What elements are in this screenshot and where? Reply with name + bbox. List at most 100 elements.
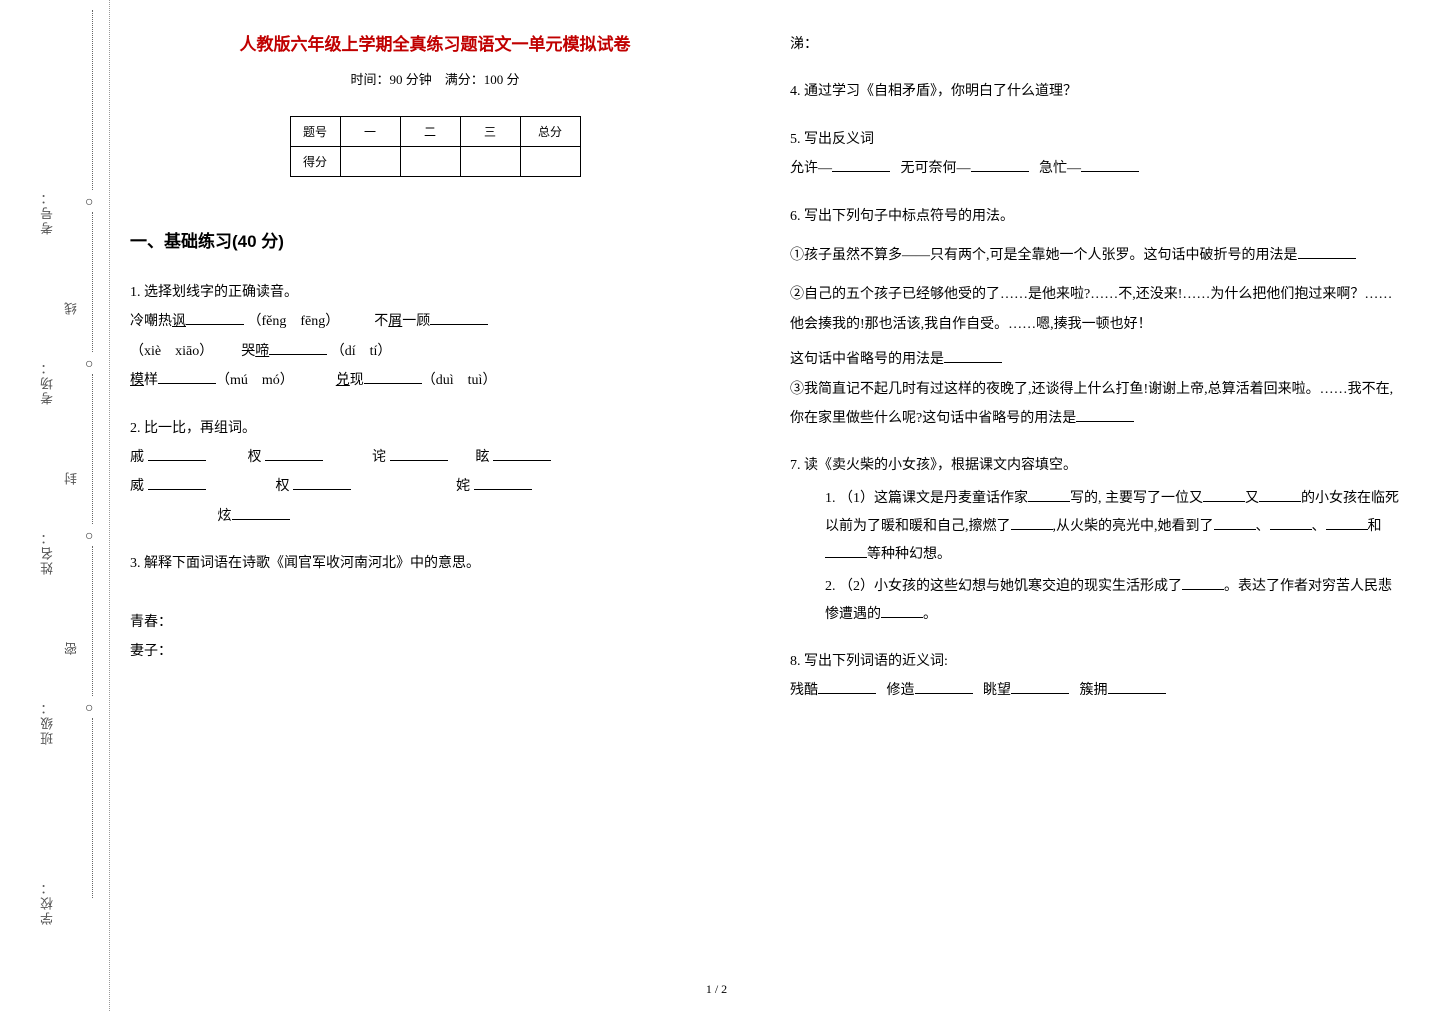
- q-number: 8.: [790, 654, 801, 669]
- table-row: 题号 一 二 三 总分: [290, 117, 580, 147]
- seal-char: 密: [62, 640, 81, 655]
- q7-text: 、: [1256, 519, 1270, 534]
- seal-char: 线: [62, 300, 81, 315]
- q-stem: 写出下列词语的近义词:: [804, 654, 948, 669]
- answer-blank[interactable]: [293, 476, 351, 490]
- answer-blank[interactable]: [232, 506, 290, 520]
- bind-label-num: 考号：: [38, 190, 57, 235]
- answer-blank[interactable]: [1076, 408, 1134, 422]
- q-number: 2.: [130, 421, 141, 436]
- q2-char: 炫: [218, 509, 232, 524]
- score-cell: 得分: [290, 147, 340, 177]
- q-stem: 读《卖火柴的小女孩》，根据课文内容填空。: [804, 458, 1077, 473]
- q1-pinyin: （mú mó）: [216, 373, 294, 388]
- exam-title: 人教版六年级上学期全真练习题语文一单元模拟试卷: [130, 30, 740, 55]
- page-body: 人教版六年级上学期全真练习题语文一单元模拟试卷 时间：90 分钟 满分：100 …: [130, 30, 1410, 723]
- answer-blank[interactable]: [148, 476, 206, 490]
- answer-blank[interactable]: [265, 447, 323, 461]
- q8-item: 眺望: [983, 683, 1011, 698]
- score-cell: [340, 147, 400, 177]
- question-7: 7. 读《卖火柴的小女孩》，根据课文内容填空。 1. （1）这篇课文是丹麦童话作…: [790, 451, 1400, 628]
- q7-item-1: 1. （1）这篇课文是丹麦童话作家写的, 主要写了一位又又的小女孩在临死以前为了…: [825, 485, 1400, 569]
- left-column: 人教版六年级上学期全真练习题语文一单元模拟试卷 时间：90 分钟 满分：100 …: [130, 30, 740, 723]
- answer-blank[interactable]: [390, 447, 448, 461]
- score-table: 题号 一 二 三 总分 得分: [290, 116, 581, 177]
- q6-text: 这句话中省略号的用法是: [790, 352, 944, 367]
- section-title: 一、基础练习(40 分): [130, 227, 740, 252]
- answer-blank[interactable]: [825, 544, 867, 558]
- q-text: 通过学习《自相矛盾》，你明白了什么道理？: [804, 84, 1077, 99]
- question-2: 2. 比一比，再组词。 戚 杈 诧 眩 威 权 姹: [130, 414, 740, 532]
- q1-text: 一顾: [402, 314, 430, 329]
- answer-blank[interactable]: [1270, 516, 1312, 530]
- answer-blank[interactable]: [186, 311, 244, 325]
- q1-underlined: 兑: [336, 373, 350, 388]
- answer-blank[interactable]: [474, 476, 532, 490]
- q3-item: 妻子：: [130, 644, 172, 659]
- q2-char: 权: [276, 479, 290, 494]
- answer-blank[interactable]: [1298, 245, 1356, 259]
- q1-underlined: 啼: [255, 344, 269, 359]
- answer-blank[interactable]: [269, 341, 327, 355]
- answer-blank[interactable]: [1081, 158, 1139, 172]
- answer-blank[interactable]: [915, 680, 973, 694]
- score-cell: 总分: [520, 117, 580, 147]
- answer-blank[interactable]: [158, 370, 216, 384]
- answer-blank[interactable]: [818, 680, 876, 694]
- q-number: 6.: [790, 209, 801, 224]
- q7-text: （1）这篇课文是丹麦童话作家: [839, 491, 1028, 506]
- q1-text: 哭: [241, 344, 255, 359]
- q7-text: 等种种幻想。: [867, 547, 951, 562]
- q1-text: 冷嘲热: [130, 314, 172, 329]
- q1-pinyin: （duì tuì）: [422, 373, 497, 388]
- page-number: 1 / 2: [706, 982, 727, 997]
- answer-blank[interactable]: [430, 311, 488, 325]
- q3-item: 涕：: [790, 37, 818, 52]
- score-cell: 题号: [290, 117, 340, 147]
- q1-underlined: 模: [130, 373, 144, 388]
- question-3-cont: 涕：: [790, 30, 1400, 59]
- answer-blank[interactable]: [493, 447, 551, 461]
- answer-blank[interactable]: [971, 158, 1029, 172]
- answer-blank[interactable]: [148, 447, 206, 461]
- answer-blank[interactable]: [881, 604, 923, 618]
- score-cell: 二: [400, 117, 460, 147]
- answer-blank[interactable]: [364, 370, 422, 384]
- answer-blank[interactable]: [1108, 680, 1166, 694]
- answer-blank[interactable]: [1182, 576, 1224, 590]
- q2-char: 杈: [248, 450, 262, 465]
- answer-blank[interactable]: [1028, 488, 1070, 502]
- question-4: 4. 通过学习《自相矛盾》，你明白了什么道理？: [790, 77, 1400, 106]
- answer-blank[interactable]: [1326, 516, 1368, 530]
- q6-p3: ③我简直记不起几时有过这样的夜晚了,还谈得上什么打鱼!谢谢上帝,总算活着回来啦。…: [790, 375, 1400, 434]
- q7-text: 写的, 主要写了一位又: [1070, 491, 1203, 506]
- q-number: 3.: [130, 556, 141, 571]
- answer-blank[interactable]: [944, 349, 1002, 363]
- answer-blank[interactable]: [1214, 516, 1256, 530]
- q1-text: 不: [374, 314, 388, 329]
- answer-blank[interactable]: [832, 158, 890, 172]
- q3-item: 青春：: [130, 615, 172, 630]
- answer-blank[interactable]: [1011, 680, 1069, 694]
- q1-text: 样: [144, 373, 158, 388]
- ring-mark: ○: [85, 195, 93, 211]
- score-cell: 一: [340, 117, 400, 147]
- question-5: 5. 写出反义词 允许— 无可奈何— 急忙—: [790, 125, 1400, 184]
- answer-blank[interactable]: [1203, 488, 1245, 502]
- q6-p1: ①孩子虽然不算多——只有两个,可是全靠她一个人张罗。这句话中破折号的用法是: [790, 241, 1400, 270]
- answer-blank[interactable]: [1011, 516, 1053, 530]
- q6-text: ①孩子虽然不算多——只有两个,可是全靠她一个人张罗。这句话中破折号的用法是: [790, 248, 1298, 263]
- answer-blank[interactable]: [1259, 488, 1301, 502]
- q7-text: 、: [1312, 519, 1326, 534]
- q1-pinyin: （fěng fēng）: [248, 314, 340, 329]
- q2-char: 诧: [372, 450, 386, 465]
- right-column: 涕： 4. 通过学习《自相矛盾》，你明白了什么道理？ 5. 写出反义词 允许— …: [790, 30, 1400, 723]
- q-number: 1.: [130, 285, 141, 300]
- bind-label-class: 班级：: [38, 700, 57, 745]
- q-stem: 比一比，再组词。: [144, 421, 256, 436]
- q5-item: 无可奈何—: [901, 161, 971, 176]
- q-stem: 选择划线字的正确读音。: [144, 285, 298, 300]
- q-stem: 解释下面词语在诗歌《闻官军收河南河北》中的意思。: [144, 556, 480, 571]
- q2-char: 眩: [476, 450, 490, 465]
- bind-label-room: 考场：: [38, 360, 57, 405]
